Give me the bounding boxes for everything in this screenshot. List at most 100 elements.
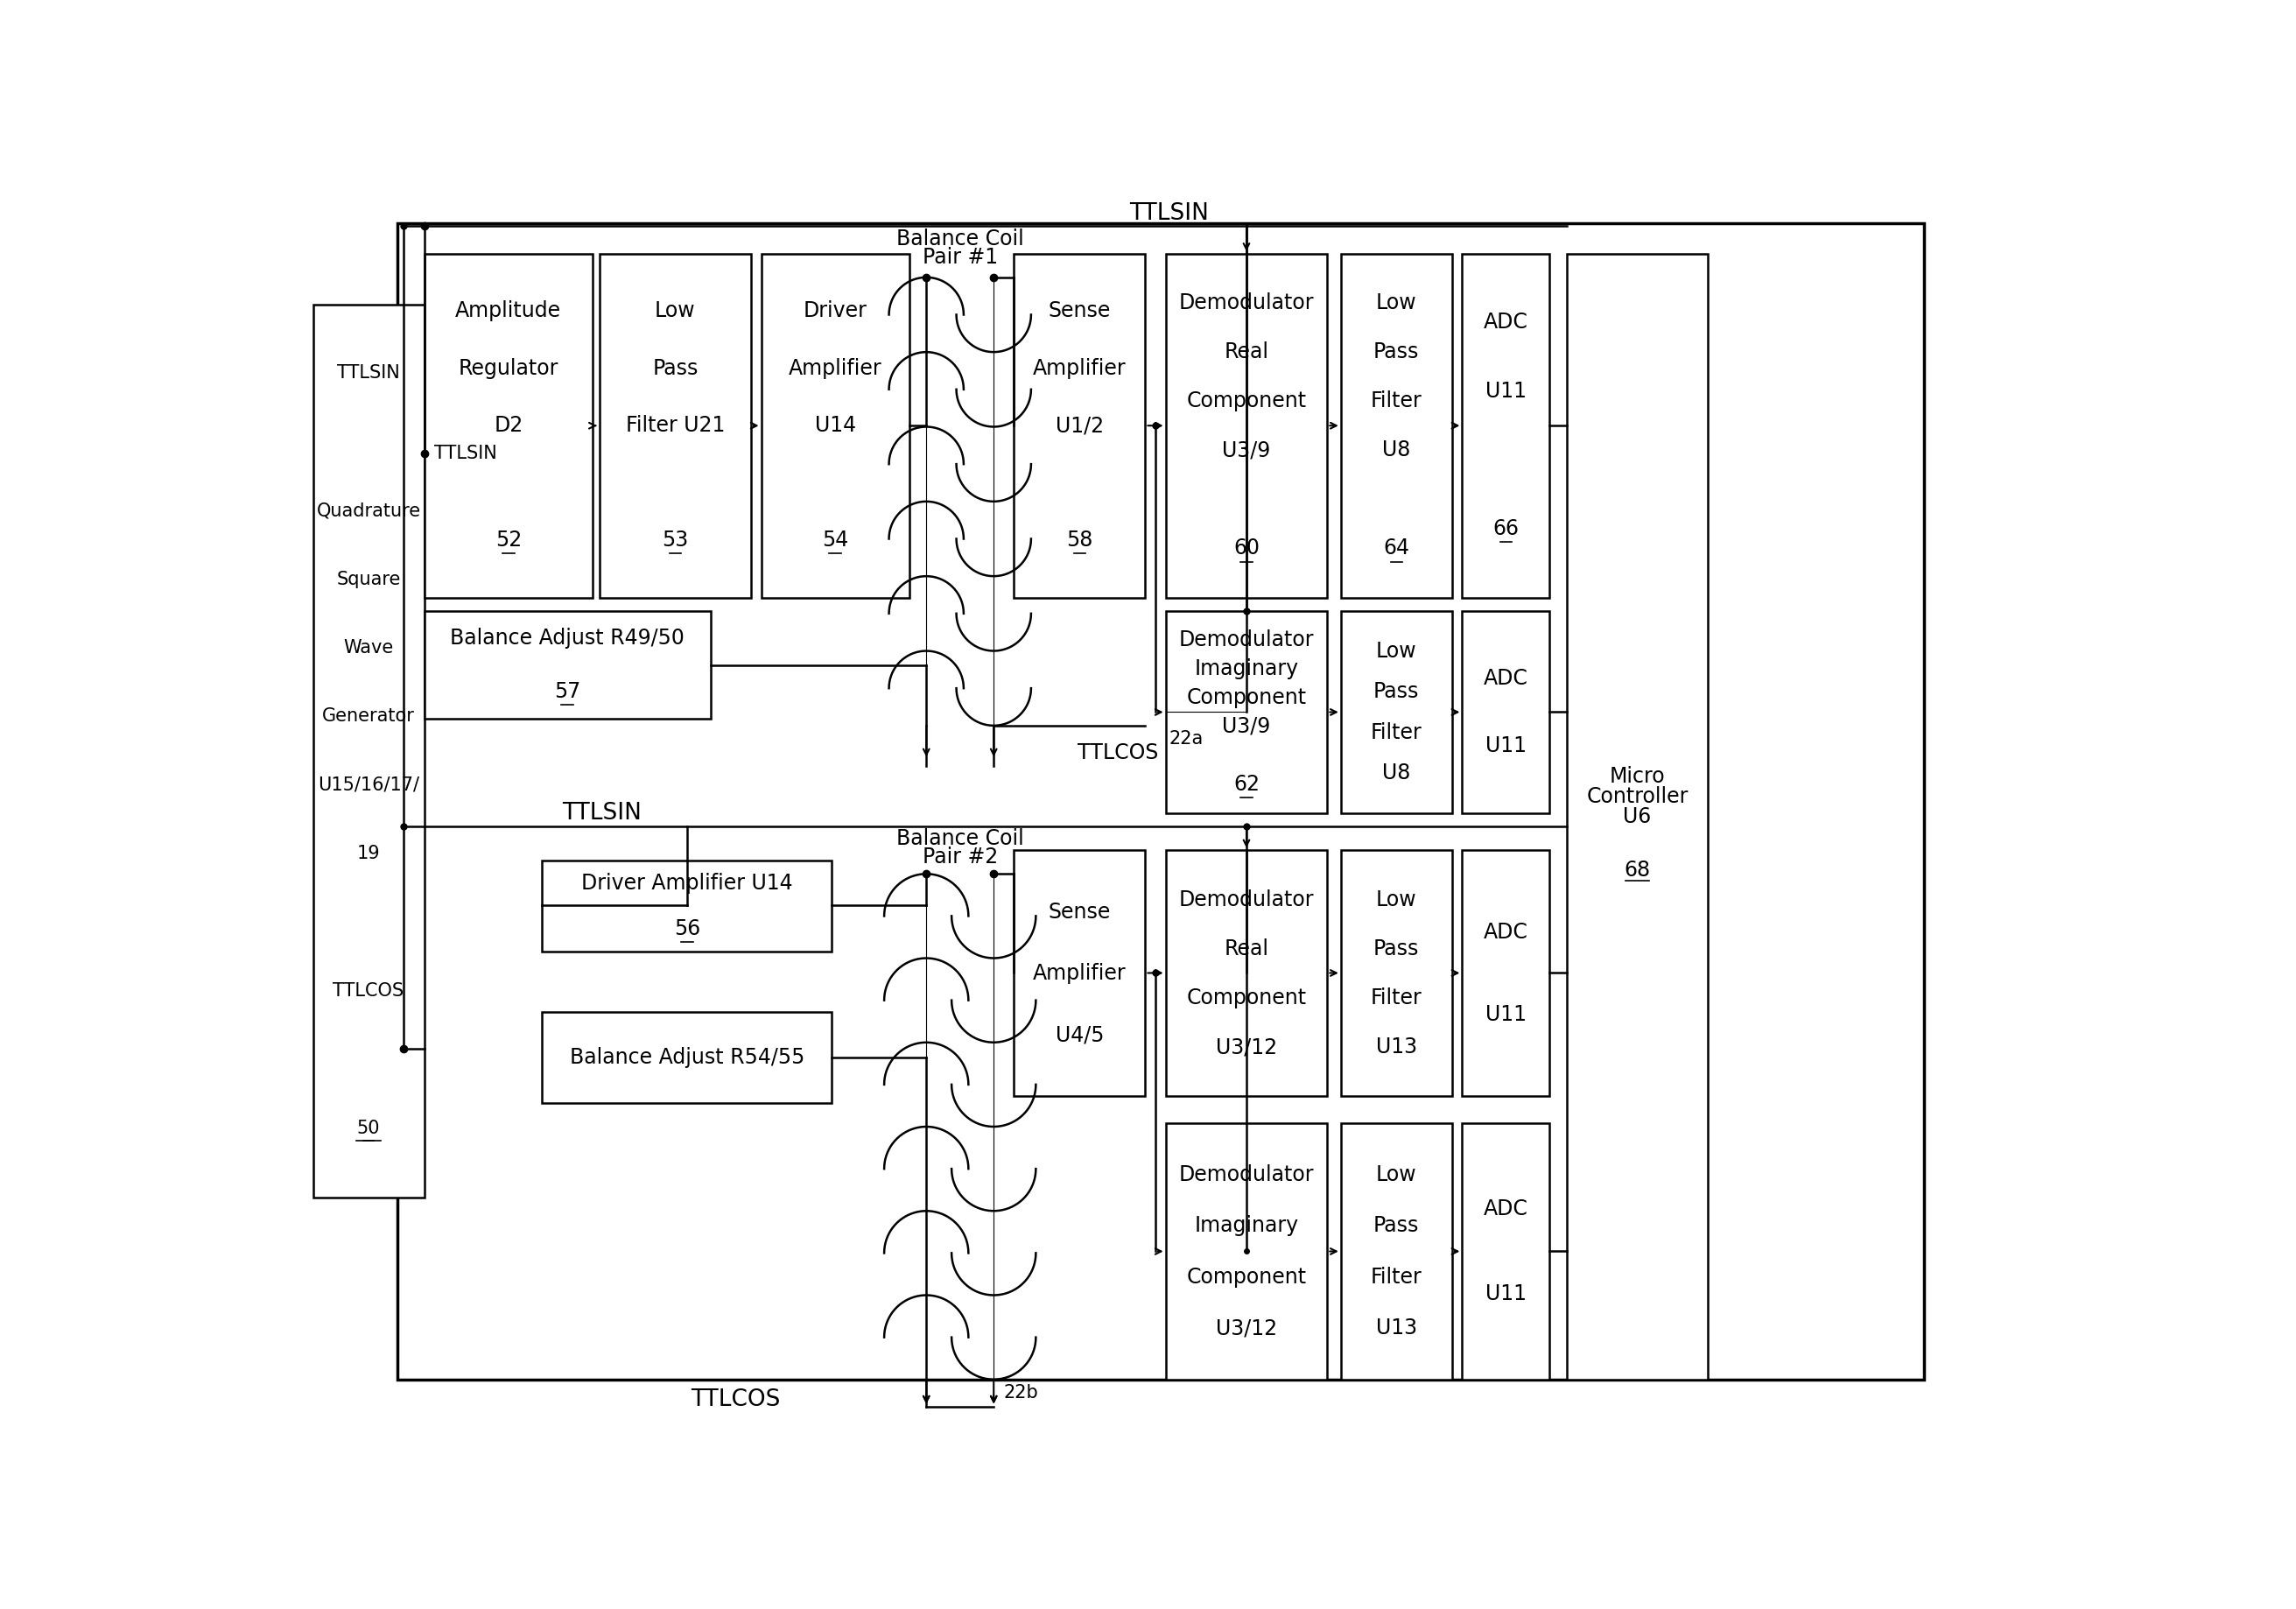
- Text: ADC: ADC: [1483, 312, 1529, 333]
- Text: TTLSIN: TTLSIN: [434, 444, 498, 462]
- Text: U3/12: U3/12: [1217, 1318, 1277, 1339]
- Text: Balance Coil: Balance Coil: [895, 829, 1024, 850]
- Text: D2: D2: [494, 415, 523, 436]
- Bar: [1463, 1123, 1550, 1379]
- Text: 56: 56: [673, 919, 700, 940]
- Bar: [425, 254, 592, 597]
- Text: 68: 68: [1623, 859, 1651, 882]
- Text: Filter U21: Filter U21: [625, 415, 726, 436]
- Text: Square: Square: [338, 570, 402, 587]
- Text: TTLSIN: TTLSIN: [338, 364, 400, 381]
- Bar: [1166, 254, 1327, 597]
- Text: Imaginary: Imaginary: [1194, 1215, 1300, 1236]
- Text: Filter: Filter: [1371, 391, 1421, 412]
- Text: Imaginary: Imaginary: [1194, 658, 1300, 679]
- Bar: [1463, 254, 1550, 597]
- Text: Pass: Pass: [1373, 341, 1419, 362]
- Bar: [425, 611, 712, 719]
- Text: Low: Low: [1375, 640, 1417, 661]
- Text: Amplifier: Amplifier: [1033, 357, 1127, 378]
- Text: 64: 64: [1382, 537, 1410, 558]
- Bar: [1166, 850, 1327, 1096]
- Bar: [1341, 254, 1451, 597]
- Bar: [312, 304, 425, 1197]
- Text: Low: Low: [1375, 293, 1417, 314]
- Text: ADC: ADC: [1483, 1199, 1529, 1220]
- Text: Component: Component: [1187, 1266, 1306, 1287]
- Text: TTLSIN: TTLSIN: [1130, 201, 1208, 225]
- Text: TTLCOS: TTLCOS: [1077, 742, 1159, 763]
- Bar: [397, 224, 1924, 1379]
- Text: 22b: 22b: [1003, 1384, 1038, 1401]
- Text: 60: 60: [1233, 537, 1261, 558]
- Text: U4/5: U4/5: [1056, 1025, 1104, 1046]
- Bar: [1015, 254, 1146, 597]
- Text: Driver: Driver: [804, 301, 868, 322]
- Text: Filter: Filter: [1371, 722, 1421, 743]
- Text: U13: U13: [1375, 1036, 1417, 1057]
- Text: 52: 52: [496, 529, 521, 550]
- Bar: [1015, 850, 1146, 1096]
- Text: Sense: Sense: [1049, 901, 1111, 922]
- Text: TTLSIN: TTLSIN: [563, 801, 643, 824]
- Text: TTLCOS: TTLCOS: [691, 1389, 781, 1411]
- Text: Amplifier: Amplifier: [1033, 962, 1127, 983]
- Text: U1/2: U1/2: [1056, 415, 1104, 436]
- Bar: [1166, 611, 1327, 813]
- Text: Sense: Sense: [1049, 301, 1111, 322]
- Bar: [1463, 611, 1550, 813]
- Text: U3/12: U3/12: [1217, 1036, 1277, 1057]
- Text: Balance Adjust R54/55: Balance Adjust R54/55: [569, 1047, 804, 1068]
- Text: U15/16/17/: U15/16/17/: [317, 777, 420, 793]
- Text: Driver Amplifier U14: Driver Amplifier U14: [581, 872, 792, 893]
- Bar: [1341, 611, 1451, 813]
- Text: Low: Low: [654, 301, 696, 322]
- Text: U3/9: U3/9: [1221, 439, 1270, 460]
- Text: Balance Adjust R49/50: Balance Adjust R49/50: [450, 628, 684, 648]
- Text: Pass: Pass: [652, 357, 698, 378]
- Text: Demodulator: Demodulator: [1178, 293, 1313, 314]
- Text: Wave: Wave: [344, 639, 393, 656]
- Text: 53: 53: [661, 529, 689, 550]
- Text: Regulator: Regulator: [459, 357, 558, 378]
- Text: 58: 58: [1065, 529, 1093, 550]
- Text: ADC: ADC: [1483, 922, 1529, 943]
- Text: TTLCOS: TTLCOS: [333, 983, 404, 1001]
- Text: 62: 62: [1233, 774, 1261, 795]
- Text: U3/9: U3/9: [1221, 716, 1270, 737]
- Text: Low: Low: [1375, 890, 1417, 911]
- Text: 66: 66: [1492, 518, 1520, 539]
- Text: Filter: Filter: [1371, 988, 1421, 1009]
- Text: Pair #2: Pair #2: [923, 846, 999, 867]
- Text: Controller: Controller: [1587, 785, 1688, 806]
- Bar: [1166, 1123, 1327, 1379]
- Text: 54: 54: [822, 529, 850, 550]
- Text: U11: U11: [1486, 735, 1527, 756]
- Text: Generator: Generator: [321, 708, 416, 726]
- Text: Filter: Filter: [1371, 1266, 1421, 1287]
- Text: Pass: Pass: [1373, 681, 1419, 703]
- Text: U11: U11: [1486, 1004, 1527, 1025]
- Text: Pair #1: Pair #1: [923, 246, 999, 267]
- Bar: [762, 254, 909, 597]
- Text: U13: U13: [1375, 1318, 1417, 1339]
- Text: Amplitude: Amplitude: [455, 301, 563, 322]
- Text: U6: U6: [1623, 806, 1651, 827]
- Text: Demodulator: Demodulator: [1178, 890, 1313, 911]
- Text: ADC: ADC: [1483, 668, 1529, 689]
- Text: Quadrature: Quadrature: [317, 502, 420, 520]
- Text: U8: U8: [1382, 439, 1410, 460]
- Text: U11: U11: [1486, 1284, 1527, 1305]
- Text: U14: U14: [815, 415, 856, 436]
- Text: 57: 57: [553, 681, 581, 703]
- Bar: [542, 1012, 831, 1104]
- Bar: [542, 861, 831, 951]
- Text: 19: 19: [356, 845, 381, 862]
- Text: Pass: Pass: [1373, 1215, 1419, 1236]
- Bar: [1341, 850, 1451, 1096]
- Text: Real: Real: [1224, 938, 1270, 959]
- Text: Demodulator: Demodulator: [1178, 629, 1313, 650]
- Bar: [1566, 254, 1708, 1379]
- Text: Amplifier: Amplifier: [788, 357, 882, 378]
- Bar: [1463, 850, 1550, 1096]
